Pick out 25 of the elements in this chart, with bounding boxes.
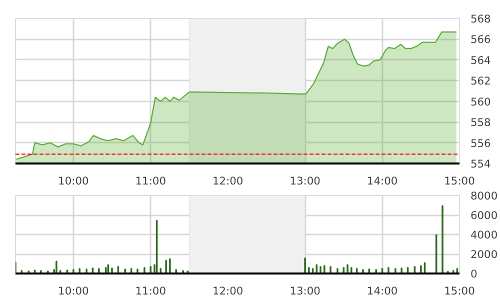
y-tick-label: 556 [470, 136, 492, 150]
y-tick-label: 558 [470, 116, 492, 130]
x-tick-label: 13:00 [290, 284, 321, 298]
x-tick-label: 12:00 [212, 174, 244, 188]
y-tick-label: 560 [470, 95, 492, 108]
x-tick-label: 12:00 [212, 284, 244, 298]
x-tick-label: 15:00 [444, 174, 476, 188]
y-tick-label: 564 [470, 54, 492, 67]
x-tick-label: 13:00 [290, 174, 321, 188]
y-tick-label: 2000 [470, 248, 498, 261]
x-tick-label: 11:00 [135, 284, 166, 298]
x-tick-label: 14:00 [366, 284, 398, 298]
x-tick-label: 15:00 [444, 284, 476, 298]
y-tick-label: 562 [470, 74, 491, 88]
x-tick-label: 11:00 [135, 174, 166, 188]
y-tick-label: 566 [470, 33, 492, 46]
y-tick-label: 554 [470, 158, 492, 170]
x-tick-label: 14:00 [366, 174, 398, 188]
y-tick-label: 8000 [470, 190, 498, 202]
x-tick-label: 10:00 [58, 284, 89, 298]
y-tick-label: 0 [470, 268, 478, 280]
x-tick-label: 10:00 [58, 174, 89, 188]
y-tick-label: 4000 [470, 228, 498, 242]
y-tick-label: 6000 [470, 209, 498, 222]
y-tick-label: 568 [470, 12, 492, 26]
